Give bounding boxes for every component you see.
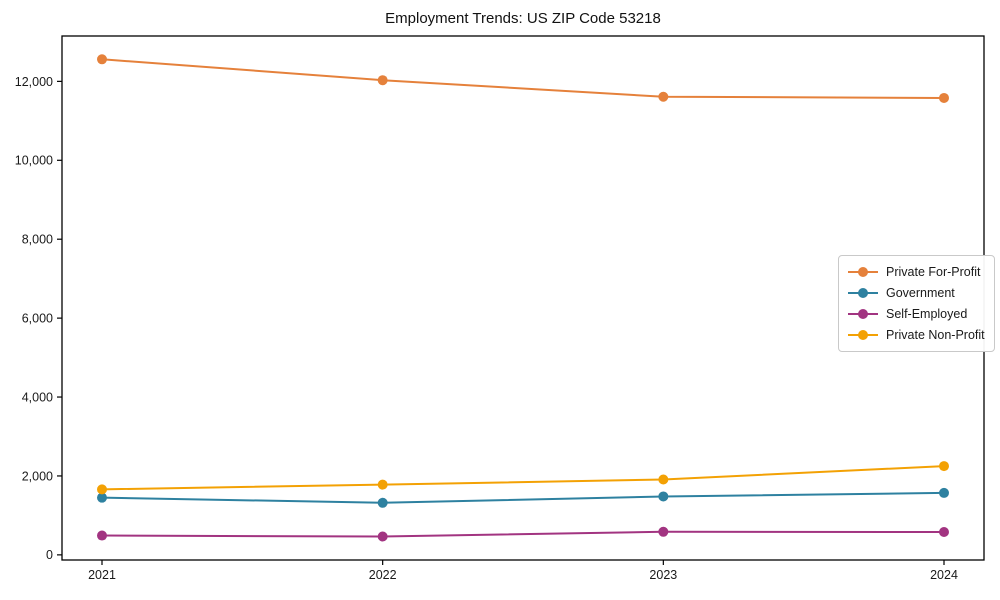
series-line-2 [101,530,945,538]
legend-item: Private Non-Profit [847,325,985,345]
chart-title: Employment Trends: US ZIP Code 53218 [385,10,661,27]
series-line-3 [101,465,945,491]
legend-label: Government [886,286,955,300]
x-tick-label: 2021 [88,568,116,582]
x-tick-label: 2022 [369,568,397,582]
data-point [658,91,669,102]
y-tick-label: 4,000 [22,390,53,404]
data-point [658,526,669,537]
data-point [377,497,388,508]
y-tick-label: 2,000 [22,469,53,483]
legend-marker-icon [848,288,878,298]
legend-marker-icon [848,309,878,319]
data-point [939,461,949,472]
x-tick-label: 2024 [930,568,958,582]
data-point [97,530,107,541]
data-point [939,487,949,498]
legend-item: Self-Employed [847,304,985,324]
legend-marker-icon [848,267,878,277]
legend-item: Private For-Profit [847,262,985,282]
y-tick-label: 12,000 [15,75,53,89]
y-tick-label: 0 [46,548,53,562]
legend-marker-icon [848,330,878,340]
data-point [97,484,107,495]
legend-item: Government [847,283,985,303]
series-line-1 [101,491,945,504]
x-tick-label: 2023 [649,568,677,582]
legend-label: Private Non-Profit [886,328,985,342]
legend-label: Private For-Profit [886,265,981,279]
y-tick-label: 8,000 [22,233,53,247]
y-tick-label: 10,000 [15,154,53,168]
data-point [377,531,388,542]
legend: Private For-Profit Government Self-Employe… [838,255,995,352]
series-line-0 [101,58,945,99]
y-tick-label: 6,000 [22,311,53,325]
data-point [939,526,949,537]
data-point [658,474,669,485]
data-point [97,54,107,65]
data-point [377,479,388,490]
data-point [939,92,949,103]
data-point [377,75,388,86]
data-point [97,492,107,503]
data-point [658,491,669,502]
legend-label: Self-Employed [886,307,968,321]
